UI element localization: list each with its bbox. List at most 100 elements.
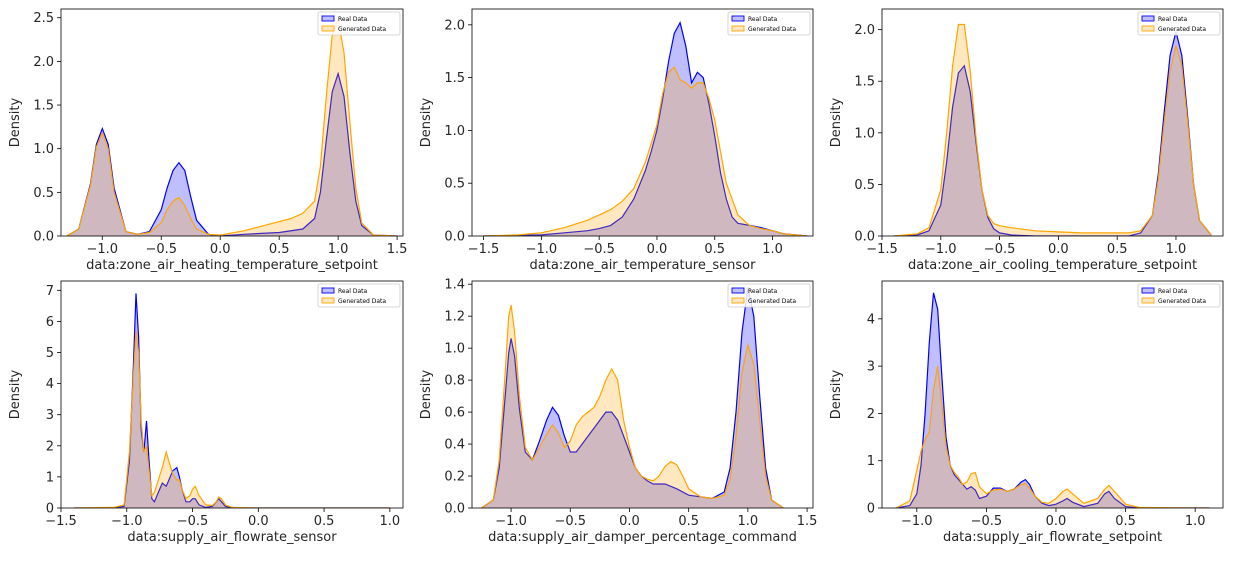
x-tick-label: −0.5	[554, 514, 586, 529]
legend-swatch-generated	[322, 26, 334, 31]
legend-label-generated: Generated Data	[1158, 298, 1206, 305]
x-axis-label: data:supply_air_flowrate_setpoint	[943, 530, 1162, 545]
x-tick-label: 0.5	[1115, 514, 1136, 529]
x-tick-label: 1.5	[387, 242, 408, 257]
legend-label-generated: Generated Data	[338, 26, 386, 33]
y-tick-label: 1.0	[444, 124, 465, 139]
x-axis-label: data:supply_air_flowrate_sensor	[127, 530, 337, 545]
y-tick-label: 0.8	[444, 374, 465, 389]
y-tick-label: 3	[46, 408, 54, 423]
x-axis-label: data:zone_air_heating_temperature_setpoi…	[86, 258, 378, 273]
y-tick-label: 3	[867, 360, 875, 375]
y-tick-label: 1.5	[33, 99, 54, 114]
legend-swatch-generated	[1142, 298, 1154, 303]
y-tick-label: 4	[867, 312, 875, 327]
x-tick-label: 0.0	[210, 242, 231, 257]
x-tick-label: 1.0	[762, 242, 783, 257]
legend-label-generated: Generated Data	[338, 298, 386, 305]
legend: Real Data Generated Data	[728, 12, 810, 35]
y-tick-label: 5	[46, 346, 54, 361]
legend: Real Data Generated Data	[318, 284, 400, 307]
x-tick-label: 1.0	[1166, 242, 1187, 257]
y-tick-label: 1.4	[444, 278, 465, 293]
y-tick-label: 6	[46, 315, 54, 330]
legend-swatch-generated	[732, 298, 744, 303]
x-tick-label: 0.0	[619, 514, 640, 529]
legend-swatch-generated	[732, 26, 744, 31]
y-tick-label: 0.5	[444, 177, 465, 192]
y-tick-label: 0.5	[33, 186, 54, 201]
legend-swatch-real	[732, 288, 744, 293]
legend-label-real: Real Data	[748, 16, 777, 23]
x-tick-label: 1.5	[797, 514, 818, 529]
legend-swatch-real	[1142, 16, 1154, 21]
x-tick-label: 0.0	[248, 514, 269, 529]
y-tick-label: 2	[46, 439, 54, 454]
x-tick-label: −0.5	[145, 242, 177, 257]
y-axis-label: Density	[419, 369, 434, 419]
x-tick-label: 0.5	[704, 242, 725, 257]
y-tick-label: 0.5	[854, 178, 875, 193]
y-tick-label: 2	[867, 407, 875, 422]
y-tick-label: 1.0	[444, 342, 465, 357]
x-tick-label: 1.0	[380, 514, 401, 529]
y-tick-label: 2.0	[33, 55, 54, 70]
x-tick-label: 1.0	[328, 242, 349, 257]
y-tick-label: 0.2	[444, 470, 465, 485]
x-tick-label: 1.0	[738, 514, 759, 529]
legend-label-real: Real Data	[1158, 16, 1187, 23]
y-tick-label: 0	[867, 502, 875, 517]
x-tick-label: 1.0	[1185, 514, 1206, 529]
y-tick-label: 0.6	[444, 406, 465, 421]
legend: Real Data Generated Data	[318, 12, 400, 35]
legend-swatch-real	[322, 288, 334, 293]
x-tick-label: −1.0	[526, 242, 558, 257]
y-axis-label: Density	[829, 369, 844, 419]
y-tick-label: 1.5	[444, 71, 465, 86]
y-tick-label: 1.5	[854, 75, 875, 90]
legend-label-generated: Generated Data	[748, 298, 796, 305]
y-tick-label: 1	[867, 454, 875, 469]
x-tick-label: 0.5	[1107, 242, 1128, 257]
y-tick-label: 7	[46, 284, 54, 299]
x-tick-label: 0.5	[269, 242, 290, 257]
x-tick-label: 0.0	[1048, 242, 1069, 257]
x-tick-label: −1.5	[468, 242, 500, 257]
y-tick-label: 0.0	[33, 230, 54, 245]
y-tick-label: 4	[46, 377, 54, 392]
y-tick-label: 1	[46, 470, 54, 485]
x-tick-label: 0.5	[678, 514, 699, 529]
x-tick-label: −0.5	[971, 514, 1003, 529]
legend-label-generated: Generated Data	[748, 26, 796, 33]
y-tick-label: 0.4	[444, 438, 465, 453]
y-tick-label: 1.2	[444, 310, 465, 325]
x-tick-label: 0.0	[647, 242, 668, 257]
y-tick-label: 0.0	[854, 230, 875, 245]
x-tick-label: −1.0	[925, 242, 957, 257]
figure: −1.0 −0.5 0.0 0.5 1.0 1.50.00.51.01.52.02.5da…	[0, 0, 1233, 561]
y-axis-label: Density	[829, 97, 844, 147]
legend: Real Data Generated Data	[728, 284, 810, 307]
x-tick-label: −1.0	[901, 514, 933, 529]
y-tick-label: 1.0	[854, 126, 875, 141]
x-tick-label: −1.0	[495, 514, 527, 529]
legend-label-real: Real Data	[338, 288, 367, 295]
x-tick-label: −1.0	[86, 242, 118, 257]
x-tick-label: 0.5	[314, 514, 335, 529]
legend-swatch-generated	[322, 298, 334, 303]
y-tick-label: 2.0	[444, 18, 465, 33]
y-tick-label: 1.0	[33, 142, 54, 157]
x-tick-label: −0.5	[583, 242, 615, 257]
legend-label-real: Real Data	[1158, 288, 1187, 295]
legend: Real Data Generated Data	[1138, 12, 1220, 35]
legend-swatch-real	[322, 16, 334, 21]
x-axis-label: data:supply_air_damper_percentage_comman…	[488, 530, 797, 545]
legend-label-real: Real Data	[748, 288, 777, 295]
x-axis-label: data:zone_air_cooling_temperature_setpoi…	[908, 258, 1197, 273]
legend-swatch-real	[1142, 288, 1154, 293]
x-tick-label: −0.5	[984, 242, 1016, 257]
x-tick-label: −0.5	[177, 514, 209, 529]
legend-swatch-real	[732, 16, 744, 21]
y-tick-label: 0.0	[444, 502, 465, 517]
y-tick-label: 0.0	[444, 230, 465, 245]
